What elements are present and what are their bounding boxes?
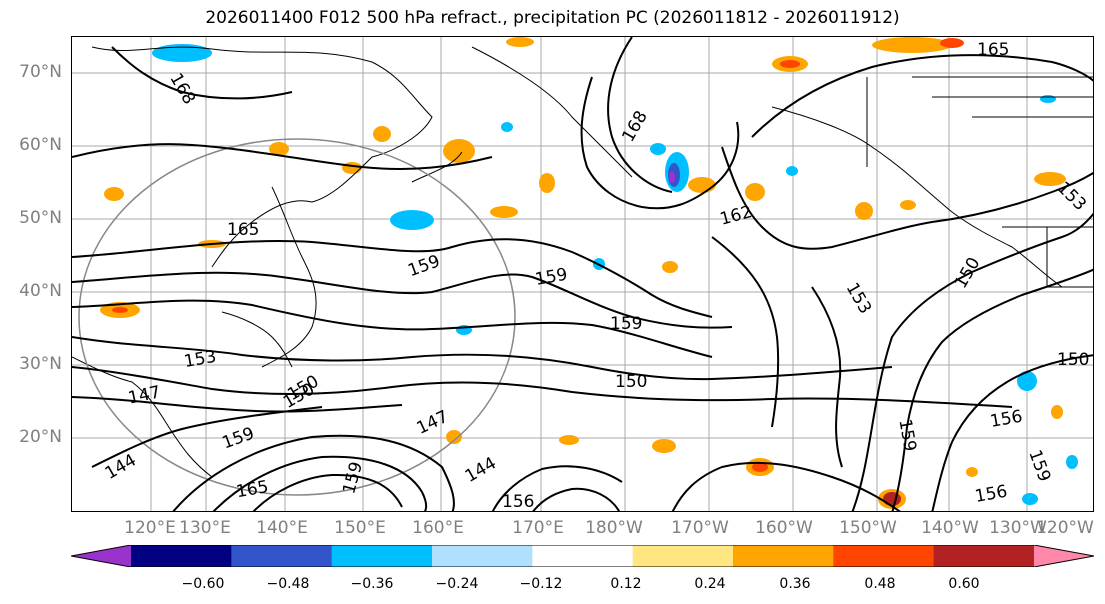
lat-label: 30°N: [19, 354, 62, 374]
colorbar-tick: 0.12: [610, 576, 642, 592]
colorbar-tick: 0.24: [694, 576, 726, 592]
contour-label: 162: [718, 202, 755, 230]
colorbar-tick: −0.60: [181, 576, 225, 592]
lon-label: 180°W: [585, 518, 643, 538]
contour-label: 165: [235, 477, 270, 502]
lat-label: 60°N: [19, 135, 62, 155]
contour-label: 159: [534, 265, 569, 290]
lon-label: 120°E: [124, 518, 176, 538]
colorbar-segment: [331, 545, 433, 567]
contour-label: 159: [1024, 447, 1054, 484]
colorbar-tick: −0.48: [266, 576, 310, 592]
lon-label: 150°W: [839, 518, 897, 538]
colorbar-segment: [933, 545, 1035, 567]
contour-label: 165: [227, 220, 259, 240]
contour-label-group: 168 165 168 162 165 159 159 159 153 150 …: [102, 40, 1090, 512]
map-title: 2026011400 F012 500 hPa refract., precip…: [205, 8, 900, 28]
colorbar-segment: [733, 545, 834, 567]
lon-label: 120°W: [1036, 518, 1094, 538]
lat-label: 50°N: [19, 208, 62, 228]
colorbar-segment: [71, 545, 131, 567]
lon-label: 170°W: [671, 518, 729, 538]
map-panel: 168 165 168 162 165 159 159 159 153 150 …: [71, 36, 1094, 512]
colorbar-segment: [432, 545, 533, 567]
lon-label: 150°E: [334, 518, 386, 538]
contour-label: 165: [977, 40, 1009, 60]
lat-label: 70°N: [19, 62, 62, 82]
lon-label: 160°W: [755, 518, 813, 538]
contour-label: 168: [165, 70, 199, 108]
colorbar-segment: [632, 545, 734, 567]
colorbar-tick: 0.48: [864, 576, 896, 592]
lon-label: 170°E: [512, 518, 564, 538]
colorbar-tick: 0.36: [779, 576, 811, 592]
contour-label: 150: [1057, 350, 1089, 370]
contour-label: 153: [182, 347, 217, 372]
refractivity-contours: [72, 37, 1093, 511]
coastlines: [72, 46, 1093, 478]
contour-label: 159: [610, 314, 642, 334]
colorbar-segment: [1034, 545, 1094, 567]
contour-label: 156: [989, 407, 1024, 432]
colorbar-svg: [70, 544, 1095, 568]
precip-negative-patches: [152, 44, 1078, 505]
colorbar-segment: [131, 545, 232, 567]
lon-label: 140°W: [921, 518, 979, 538]
lat-label: 40°N: [19, 281, 62, 301]
colorbar-segment: [231, 545, 333, 567]
contour-label: 150: [951, 254, 985, 292]
range-circle: [78, 138, 516, 496]
contour-label: 144: [462, 453, 500, 487]
contour-label: 153: [842, 279, 876, 317]
map-canvas: 168 165 168 162 165 159 159 159 153 150 …: [72, 37, 1093, 512]
colorbar-segment: [532, 545, 634, 567]
contour-label: 159: [894, 418, 919, 453]
contour-label: 159: [220, 424, 257, 454]
colorbar-tick: −0.24: [435, 576, 479, 592]
colorbar-tick: 0.60: [948, 576, 980, 592]
contour-label: 156: [973, 482, 1008, 507]
lon-label: 140°E: [256, 518, 308, 538]
contour-label: 147: [126, 382, 162, 408]
lon-label: 160°E: [412, 518, 464, 538]
colorbar-tick: −0.36: [350, 576, 394, 592]
contour-label: 144: [102, 450, 140, 484]
contour-label: 147: [414, 407, 452, 439]
lon-label: 130°E: [179, 518, 231, 538]
colorbar-segment: [833, 545, 935, 567]
contour-label: 150: [615, 372, 647, 392]
lon-label: 130°W: [989, 518, 1047, 538]
contour-label: 159: [405, 251, 442, 281]
lat-label: 20°N: [19, 427, 62, 447]
colorbar: [70, 544, 1095, 568]
contour-label: 168: [618, 108, 652, 146]
colorbar-tick: −0.12: [519, 576, 563, 592]
contour-label: 156: [502, 492, 534, 512]
